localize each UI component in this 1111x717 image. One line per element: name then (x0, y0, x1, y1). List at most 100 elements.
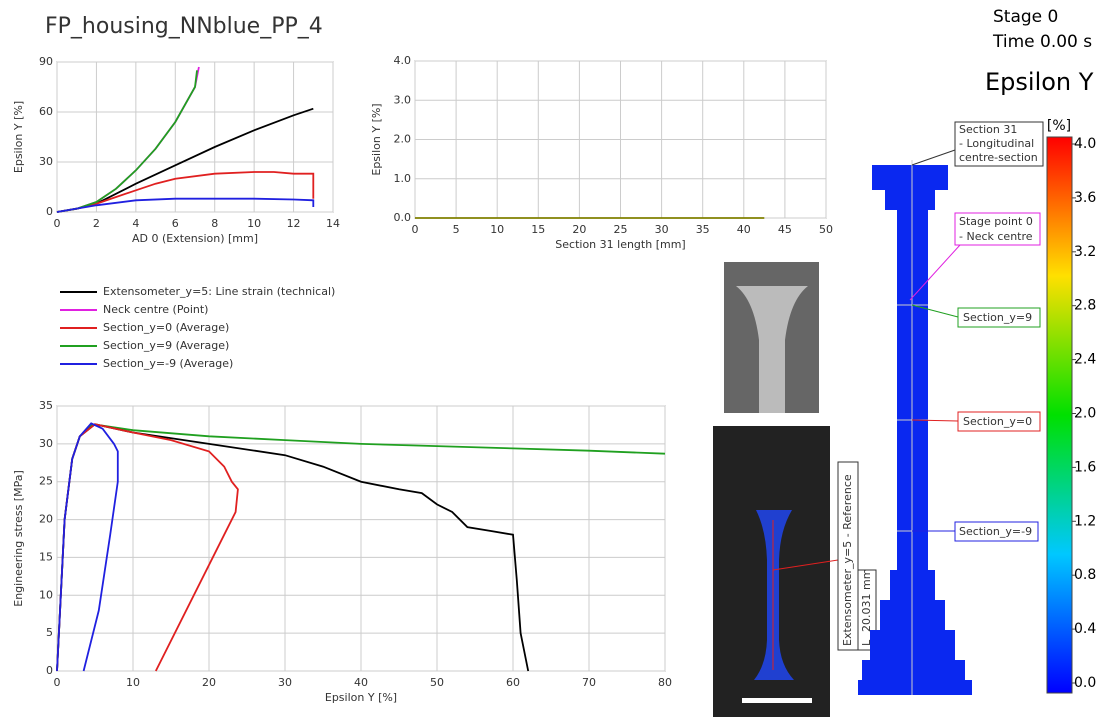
y-tick-label: 90 (39, 55, 53, 68)
legend-label: Section_y=9 (Average) (103, 339, 229, 352)
label-box (957, 411, 1041, 432)
colorbar-tick-label: 3.6 (1074, 190, 1096, 206)
legend-label: Neck centre (Point) (103, 303, 208, 316)
label-box (957, 307, 1041, 328)
y-tick-label: 0 (46, 664, 53, 677)
section-label: Section 31 (959, 123, 1017, 136)
y-tick-label: 15 (39, 550, 53, 563)
x-tick-label: 35 (696, 223, 710, 236)
colorbar-tick-label: 2.4 (1074, 352, 1096, 368)
y-tick-label: 2.0 (394, 133, 412, 146)
section-label: centre-section (959, 151, 1038, 164)
series-line (56, 197, 315, 213)
y-axis-label: Epsilon Y [%] (12, 101, 25, 173)
x-tick-label: 12 (287, 217, 301, 230)
legend-label: Section_y=0 (Average) (103, 321, 229, 334)
colorbar-tick-label: 2.0 (1074, 406, 1096, 422)
y-tick-label: 20 (39, 513, 53, 526)
leader (909, 244, 961, 301)
colorbar-tick-label: 0.4 (1074, 621, 1096, 637)
y-tick-label: 1.0 (394, 172, 412, 185)
x-tick-label: 2 (93, 217, 100, 230)
leader (772, 559, 839, 571)
colorbar-tick-label: 4.0 (1074, 136, 1096, 152)
x-tick-label: 0 (54, 676, 61, 689)
quantity: Epsilon Y (985, 68, 1094, 96)
series-line (56, 70, 198, 213)
point-label: Stage point 0 (959, 215, 1033, 228)
colorbar-tick-label: 1.2 (1074, 513, 1096, 529)
label-box (954, 212, 1041, 246)
x-tick-label: 14 (326, 217, 340, 230)
section-label: - Longitudinal (959, 137, 1034, 150)
time: Time 0.00 s (992, 32, 1092, 52)
y-axis-label: Epsilon Y [%] (370, 103, 383, 175)
x-tick-label: 15 (531, 223, 545, 236)
y-tick-label: 60 (39, 105, 53, 118)
label-box (954, 521, 1039, 542)
x-tick-label: 80 (658, 676, 672, 689)
x-tick-label: 0 (54, 217, 61, 230)
x-tick-label: 40 (354, 676, 368, 689)
y-tick-label: 35 (39, 399, 53, 412)
x-tick-label: 30 (278, 676, 292, 689)
colorbar-unit: [%] (1047, 118, 1071, 134)
length-value: 20.031 mm (860, 569, 873, 632)
y-tick-label: 30 (39, 155, 53, 168)
y-tick-label: 30 (39, 437, 53, 450)
series-line (56, 422, 119, 672)
colorbar-tick-label: 0.0 (1074, 675, 1096, 691)
x-axis-label: Section 31 length [mm] (555, 238, 685, 251)
y-tick-label: 25 (39, 475, 53, 488)
label-box (954, 121, 1044, 167)
x-tick-label: 0 (412, 223, 419, 236)
scale-bar (742, 698, 812, 703)
x-tick-label: 6 (172, 217, 179, 230)
section-contour (858, 165, 972, 695)
leader (911, 304, 959, 318)
colorbar-tick-label: 3.2 (1074, 244, 1096, 260)
specimen-mesh (754, 510, 794, 680)
leader (911, 419, 959, 422)
section-label: Section_y=0 (963, 415, 1032, 428)
legend-label: Section_y=-9 (Average) (103, 357, 233, 370)
title: FP_housing_NNblue_PP_4 (45, 14, 323, 39)
x-tick-label: 70 (582, 676, 596, 689)
colorbar (1046, 136, 1073, 694)
x-tick-label: 5 (453, 223, 460, 236)
x-tick-label: 40 (737, 223, 751, 236)
y-tick-label: 4.0 (394, 54, 412, 67)
x-tick-label: 10 (490, 223, 504, 236)
x-tick-label: 4 (132, 217, 139, 230)
point-label: - Neck centre (959, 230, 1033, 243)
x-axis-label: Epsilon Y [%] (325, 691, 397, 704)
x-tick-label: 8 (211, 217, 218, 230)
extensometer-label: Extensometer_y=5 - Reference L 20.031 mm (837, 461, 877, 651)
legend-label: Extensometer_y=5: Line strain (technical… (103, 285, 335, 298)
section-label: Section_y=9 (963, 311, 1032, 324)
label-box (837, 461, 859, 651)
section-label: Section_y=-9 (959, 525, 1032, 538)
extensometer-text: Extensometer_y=5 - Reference (841, 474, 854, 646)
colorbar-tick-label: 2.8 (1074, 298, 1096, 314)
specimen-shape (736, 286, 808, 413)
y-tick-label: 0 (46, 205, 53, 218)
colorbar-tick-label: 0.8 (1074, 567, 1096, 583)
y-tick-label: 10 (39, 588, 53, 601)
stage: Stage 0 (993, 7, 1058, 27)
x-tick-label: 25 (614, 223, 628, 236)
x-tick-label: 50 (819, 223, 833, 236)
series-line (56, 171, 315, 213)
x-tick-label: 60 (506, 676, 520, 689)
leader (911, 149, 956, 166)
colorbar-tick-label: 1.6 (1074, 459, 1096, 475)
x-tick-label: 20 (202, 676, 216, 689)
x-tick-label: 20 (572, 223, 586, 236)
x-tick-label: 30 (655, 223, 669, 236)
x-tick-label: 10 (126, 676, 140, 689)
x-axis-label: AD 0 (Extension) [mm] (132, 232, 258, 245)
y-tick-label: 0.0 (394, 211, 412, 224)
y-axis-label: Engineering stress [MPa] (12, 470, 25, 607)
length-key: L (860, 639, 873, 646)
